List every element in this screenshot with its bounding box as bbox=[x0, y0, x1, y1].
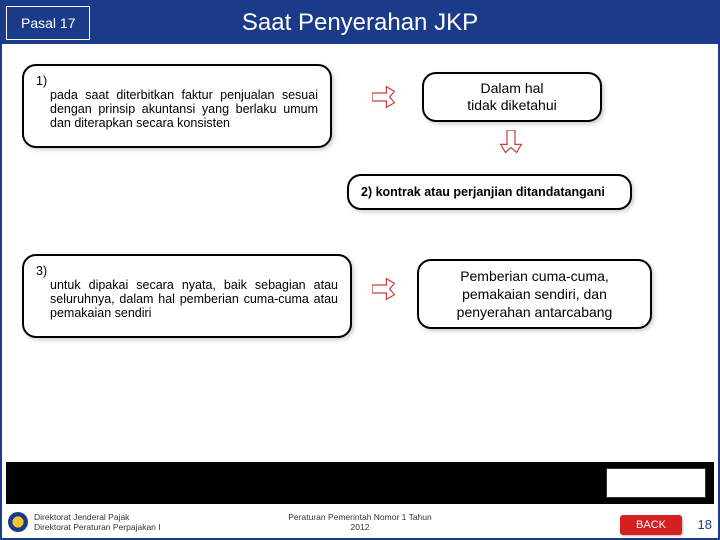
pasal-badge: Pasal 17 bbox=[6, 6, 90, 40]
dalam-line2: tidak diketahui bbox=[467, 97, 557, 114]
back-button[interactable]: BACK bbox=[620, 515, 682, 535]
content-area: 1) pada saat diterbitkan faktur penjuala… bbox=[2, 44, 718, 464]
footer: Direktorat Jenderal Pajak Direktorat Per… bbox=[2, 506, 718, 538]
white-inset-box bbox=[606, 468, 706, 498]
slide-title: Saat Penyerahan JKP bbox=[242, 9, 478, 37]
bottom-black-strip bbox=[6, 462, 714, 504]
box-1-number: 1) bbox=[36, 74, 47, 88]
footer-org: Direktorat Jenderal Pajak Direktorat Per… bbox=[34, 512, 161, 532]
box-3-text: untuk dipakai secara nyata, baik sebagia… bbox=[50, 278, 338, 320]
footer-center2: 2012 bbox=[288, 522, 431, 532]
page-number: 18 bbox=[698, 517, 712, 532]
pemberian-line1: Pemberian cuma-cuma, bbox=[457, 267, 613, 285]
box-1-text: pada saat diterbitkan faktur penjualan s… bbox=[50, 88, 318, 130]
dalam-line1: Dalam hal bbox=[467, 80, 557, 97]
box-3-number: 3) bbox=[36, 264, 47, 278]
pemberian-line2: pemakaian sendiri, dan bbox=[457, 285, 613, 303]
pemberian-line3: penyerahan antarcabang bbox=[457, 303, 613, 321]
box-item-3: 3) untuk dipakai secara nyata, baik seba… bbox=[22, 254, 352, 338]
box-item-1: 1) pada saat diterbitkan faktur penjuala… bbox=[22, 64, 332, 148]
footer-regulation: Peraturan Pemerintah Nomor 1 Tahun 2012 bbox=[288, 512, 431, 532]
footer-center1: Peraturan Pemerintah Nomor 1 Tahun bbox=[288, 512, 431, 522]
box-dalam-hal: Dalam hal tidak diketahui bbox=[422, 72, 602, 122]
arrow-down-icon bbox=[498, 130, 524, 162]
box-2-text: 2) kontrak atau perjanjian ditandatangan… bbox=[361, 185, 605, 199]
arrow-right-icon bbox=[372, 84, 404, 110]
arrow-right-icon bbox=[372, 276, 404, 302]
footer-org1: Direktorat Jenderal Pajak bbox=[34, 512, 161, 522]
header-bar: Pasal 17 Saat Penyerahan JKP bbox=[2, 2, 718, 44]
footer-org2: Direktorat Peraturan Perpajakan I bbox=[34, 522, 161, 532]
box-pemberian: Pemberian cuma-cuma, pemakaian sendiri, … bbox=[417, 259, 652, 329]
box-item-2: 2) kontrak atau perjanjian ditandatangan… bbox=[347, 174, 632, 210]
logo-icon bbox=[8, 512, 28, 532]
